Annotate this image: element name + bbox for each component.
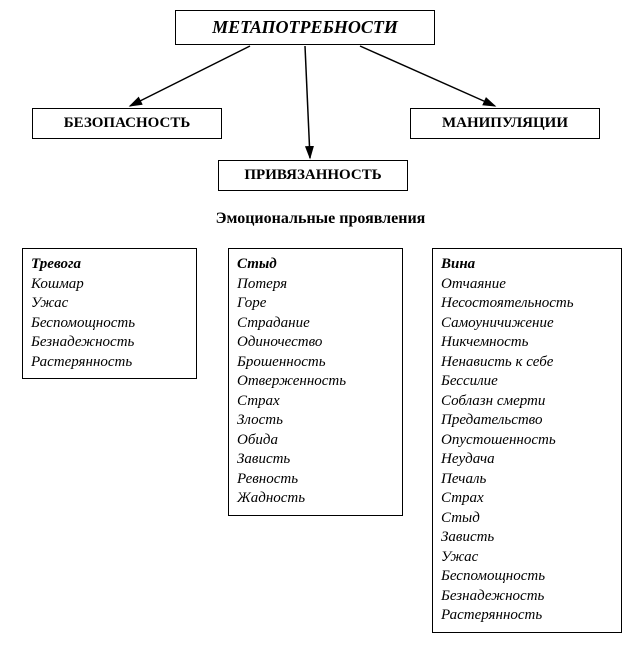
list-item: Горе [237,294,394,314]
list-item: Зависть [441,528,613,548]
edge-root-security [130,46,250,106]
list-item: Жадность [237,489,394,509]
list-item: Ужас [31,294,188,314]
list-item: Бессилие [441,372,613,392]
list-item: Опустошенность [441,431,613,451]
list-item: Брошенность [237,353,394,373]
subtitle-text: Эмоциональные проявления [216,210,426,227]
list-item: Самоуничижение [441,314,613,334]
list-item: Неудача [441,450,613,470]
column-anxiety: Тревога Кошмар Ужас Беспомощность Безнад… [22,248,197,379]
column-shame-header: Стыд [237,255,394,275]
node-security-label: БЕЗОПАСНОСТЬ [64,115,191,132]
list-item: Растерянность [31,353,188,373]
node-security: БЕЗОПАСНОСТЬ [32,108,222,139]
list-item: Безнадежность [31,333,188,353]
list-item: Злость [237,411,394,431]
column-guilt: Вина Отчаяние Несостоятельность Самоунич… [432,248,622,633]
list-item: Одиночество [237,333,394,353]
list-item: Стыд [441,509,613,529]
list-item: Никчемность [441,333,613,353]
node-manipulation: МАНИПУЛЯЦИИ [410,108,600,139]
edge-root-manipulation [360,46,495,106]
list-item: Потеря [237,275,394,295]
list-item: Кошмар [31,275,188,295]
list-item: Ревность [237,470,394,490]
list-item: Безнадежность [441,587,613,607]
subtitle: Эмоциональные проявления [0,210,641,228]
column-guilt-header: Вина [441,255,613,275]
list-item: Ненависть к себе [441,353,613,373]
list-item: Несостоятельность [441,294,613,314]
list-item: Растерянность [441,606,613,626]
list-item: Зависть [237,450,394,470]
list-item: Отчаяние [441,275,613,295]
node-attachment-label: ПРИВЯЗАННОСТЬ [244,167,381,184]
root-node: МЕТАПОТРЕБНОСТИ [175,10,435,45]
list-item: Ужас [441,548,613,568]
list-item: Обида [237,431,394,451]
list-item: Печаль [441,470,613,490]
list-item: Соблазн смерти [441,392,613,412]
node-attachment: ПРИВЯЗАННОСТЬ [218,160,408,191]
list-item: Отверженность [237,372,394,392]
edge-root-attachment [305,46,310,158]
list-item: Страдание [237,314,394,334]
list-item: Страх [237,392,394,412]
list-item: Страх [441,489,613,509]
root-label: МЕТАПОТРЕБНОСТИ [212,17,398,38]
list-item: Беспомощность [31,314,188,334]
list-item: Беспомощность [441,567,613,587]
node-manipulation-label: МАНИПУЛЯЦИИ [442,115,568,132]
list-item: Предательство [441,411,613,431]
column-anxiety-header: Тревога [31,255,188,275]
column-shame: Стыд Потеря Горе Страдание Одиночество Б… [228,248,403,516]
